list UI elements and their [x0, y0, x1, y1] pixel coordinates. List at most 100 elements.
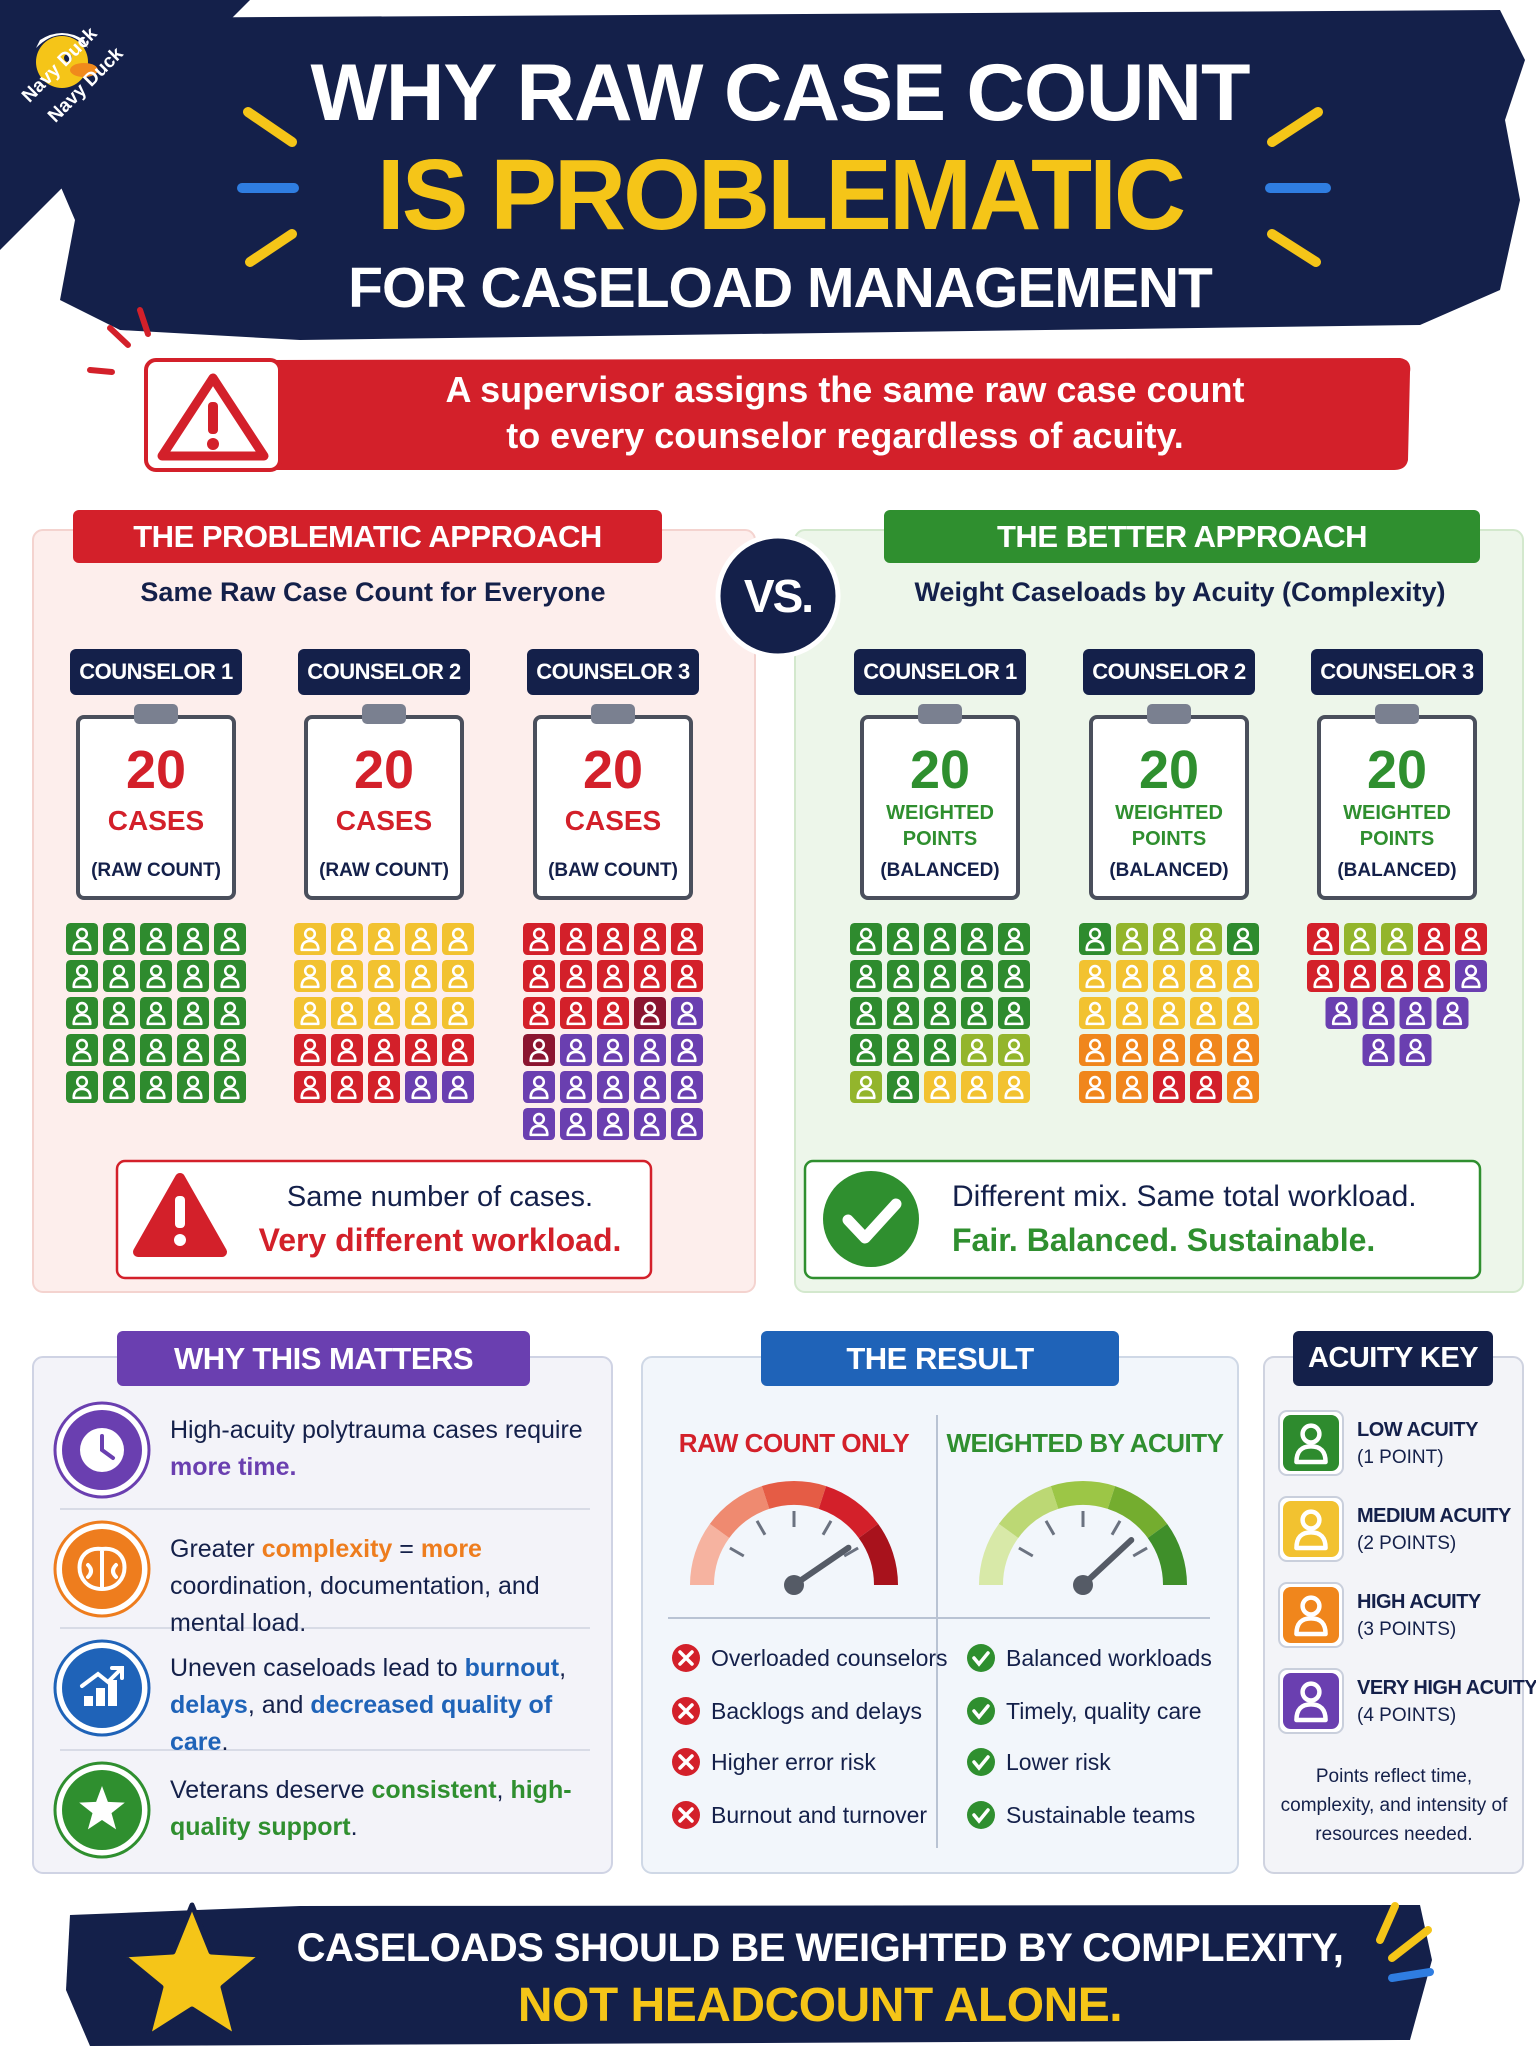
- person-icon: [405, 1071, 437, 1103]
- person-icon: [1283, 1501, 1339, 1557]
- person-head: [1199, 964, 1213, 977]
- case-unit: WEIGHTED POINTS: [886, 802, 994, 850]
- result-heading: WEIGHTED BY ACUITY: [946, 1428, 1224, 1458]
- key-level-name: MEDIUM ACUITY: [1357, 1505, 1511, 1527]
- alert-rays: [87, 307, 151, 375]
- person-body: [448, 976, 468, 989]
- person-icon: [331, 923, 363, 955]
- person-head: [149, 1001, 163, 1014]
- person-body: [1313, 976, 1333, 989]
- person-icon: [1190, 1071, 1222, 1103]
- person-body: [1387, 939, 1407, 952]
- why-text-part: more: [420, 1535, 482, 1563]
- person-body: [893, 939, 913, 952]
- person-body: [893, 976, 913, 989]
- person-body: [300, 939, 320, 952]
- person-body: [220, 1013, 240, 1026]
- person-icon: [405, 997, 437, 1029]
- person-body: [1004, 1050, 1024, 1063]
- person-head: [643, 1075, 657, 1088]
- person-icon: [1283, 1587, 1339, 1643]
- person-body: [640, 1013, 660, 1026]
- person-head: [414, 1075, 428, 1088]
- problematic-subtitle: Same Raw Case Count for Everyone: [140, 577, 606, 607]
- person-body: [893, 1050, 913, 1063]
- status-mark: [678, 1703, 694, 1719]
- person-icon: [1344, 923, 1376, 955]
- person-head: [1007, 927, 1021, 940]
- person-body: [856, 976, 876, 989]
- person-body: [411, 1013, 431, 1026]
- person-icon: [1116, 923, 1148, 955]
- gauge-segment: [1147, 1523, 1187, 1586]
- person-icon: [1283, 1673, 1339, 1729]
- person-body: [603, 1050, 623, 1063]
- person-head: [532, 1038, 546, 1051]
- person-icon: [1153, 1071, 1185, 1103]
- person-body: [448, 1087, 468, 1100]
- person-icon: [671, 997, 703, 1029]
- person-head: [377, 1038, 391, 1051]
- person-body: [183, 976, 203, 989]
- person-head: [896, 1075, 910, 1088]
- person-icon: [103, 960, 135, 992]
- person-icon: [140, 923, 172, 955]
- person-head: [859, 1038, 873, 1051]
- case-number: 20: [1138, 740, 1200, 800]
- status-mark: [678, 1650, 694, 1666]
- person-head: [680, 927, 694, 940]
- why-text-part: .: [221, 1728, 229, 1756]
- gauge-tick: [843, 1546, 859, 1558]
- person-body: [1085, 1050, 1105, 1063]
- person-icon: [1190, 997, 1222, 1029]
- person-head: [223, 927, 237, 940]
- person-icon: [66, 997, 98, 1029]
- person-icon: [66, 960, 98, 992]
- why-text-part: consistent: [371, 1776, 497, 1804]
- why-text-part: decreased quality of care: [170, 1691, 553, 1756]
- person-icon: [1381, 960, 1413, 992]
- person-body: [1405, 1050, 1426, 1063]
- person-body: [300, 1013, 320, 1026]
- person-body: [337, 976, 357, 989]
- person-icon: [634, 923, 666, 955]
- check-icon: [967, 1697, 995, 1725]
- person-head: [75, 927, 89, 940]
- person-body: [677, 1124, 697, 1137]
- person-icon: [597, 1071, 629, 1103]
- person-icon: [1418, 960, 1450, 992]
- case-number: 20: [353, 740, 415, 800]
- person-head: [1162, 1075, 1176, 1088]
- person-body: [300, 1087, 320, 1100]
- person-body: [1233, 976, 1253, 989]
- person-head: [149, 927, 163, 940]
- person-icon: [1079, 960, 1111, 992]
- why-text-part: High-acuity polytrauma cases require: [170, 1416, 583, 1444]
- person-head: [303, 1075, 317, 1088]
- person-icon: [924, 997, 956, 1029]
- person-body: [640, 939, 660, 952]
- person-icon: [140, 1071, 172, 1103]
- person-body: [640, 976, 660, 989]
- person-body: [411, 1087, 431, 1100]
- person-head: [1236, 1001, 1250, 1014]
- person-body: [220, 939, 240, 952]
- person-head: [859, 1001, 873, 1014]
- person-icon: [368, 1071, 400, 1103]
- person-body: [603, 1013, 623, 1026]
- status-disc: [967, 1748, 995, 1776]
- person-icon: [1190, 960, 1222, 992]
- person-icon: [1116, 960, 1148, 992]
- person-icon: [850, 1034, 882, 1066]
- person-body: [566, 976, 586, 989]
- summary-warning-mark: [175, 1196, 185, 1228]
- person-icon: [1455, 923, 1487, 955]
- person-body: [1196, 976, 1216, 989]
- case-note: (RAW COUNT): [91, 860, 221, 881]
- person-head: [532, 1075, 546, 1088]
- person-head: [451, 964, 465, 977]
- person-body: [677, 1050, 697, 1063]
- person-head: [1088, 927, 1102, 940]
- clipboard-clip: [362, 704, 406, 724]
- person-icon: [597, 923, 629, 955]
